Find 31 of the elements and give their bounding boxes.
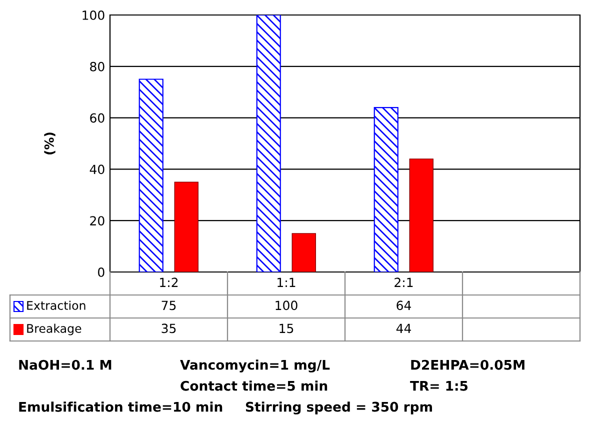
x-tick-label: 1:1 <box>278 278 296 287</box>
data-label: 100 <box>276 300 298 310</box>
x-tick-label: 2:1 <box>394 278 413 287</box>
data-label: 75 <box>162 300 176 310</box>
bar <box>174 182 198 272</box>
text: TR= 1:5 <box>410 381 468 391</box>
text: NaOH=0.1 M <box>19 360 112 370</box>
data-label: 35 <box>162 324 176 334</box>
text: Vancomycin=1 mg/L <box>180 360 330 372</box>
text: Emulsification time=10 min <box>19 402 222 412</box>
legend-label: Breakage <box>27 324 82 336</box>
text: Stirring speed = 350 rpm <box>246 402 432 414</box>
bar <box>138 78 164 272</box>
bar <box>374 106 398 272</box>
y-tick-label: 0 <box>98 267 104 277</box>
y-tick-label: 60 <box>90 113 104 123</box>
text: Contact time=5 min <box>180 380 328 391</box>
y-tick-label: 40 <box>90 164 104 174</box>
x-tick-label: 1:2 <box>160 278 178 287</box>
data-label: 64 <box>396 300 411 310</box>
data-label: 15 <box>280 324 294 334</box>
bar <box>256 15 281 272</box>
legend-label: Extraction <box>27 300 86 310</box>
text: D2EHPA=0.05M <box>411 360 524 370</box>
data-label: 44 <box>396 324 411 333</box>
y-tick-label: 20 <box>90 216 104 226</box>
bar <box>409 158 434 272</box>
y-tick-label: 80 <box>90 62 104 72</box>
y-tick-label: 100 <box>82 10 104 20</box>
bar <box>292 233 316 272</box>
y-axis-title: (%) <box>44 132 56 154</box>
